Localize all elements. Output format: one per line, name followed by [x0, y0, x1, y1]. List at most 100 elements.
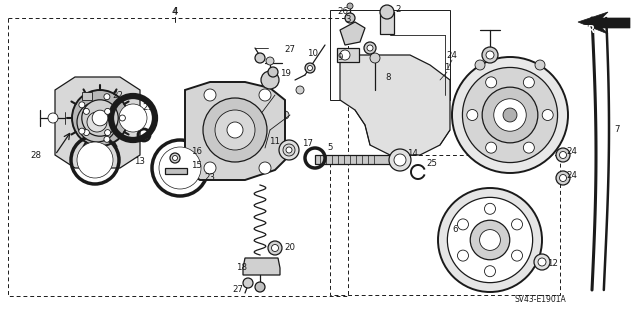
Circle shape	[204, 89, 216, 101]
Polygon shape	[243, 258, 280, 275]
Circle shape	[307, 65, 312, 70]
Text: 10: 10	[307, 48, 319, 57]
Circle shape	[503, 108, 517, 122]
Circle shape	[215, 110, 255, 150]
Circle shape	[394, 154, 406, 166]
Circle shape	[458, 250, 468, 261]
Circle shape	[347, 3, 353, 9]
Circle shape	[203, 98, 267, 162]
Circle shape	[120, 115, 125, 121]
Circle shape	[447, 197, 532, 283]
Circle shape	[475, 60, 485, 70]
Polygon shape	[578, 12, 630, 34]
Circle shape	[535, 60, 545, 70]
Text: 19: 19	[280, 69, 291, 78]
Circle shape	[259, 89, 271, 101]
Circle shape	[340, 50, 350, 60]
Circle shape	[380, 5, 394, 19]
Text: 4: 4	[172, 7, 178, 17]
Text: 11: 11	[269, 137, 280, 146]
Circle shape	[119, 104, 147, 132]
Bar	[330, 10, 450, 100]
Circle shape	[486, 142, 497, 153]
Text: 2: 2	[396, 5, 401, 14]
Circle shape	[243, 278, 253, 288]
Circle shape	[286, 147, 292, 153]
Text: 4: 4	[172, 8, 178, 17]
Circle shape	[389, 149, 411, 171]
Bar	[165, 168, 187, 174]
Circle shape	[83, 108, 90, 115]
Text: 9: 9	[337, 53, 342, 62]
Circle shape	[470, 220, 509, 260]
Circle shape	[227, 122, 243, 138]
Circle shape	[79, 128, 85, 134]
Circle shape	[556, 171, 570, 185]
Circle shape	[77, 102, 117, 142]
Circle shape	[467, 109, 478, 121]
Bar	[380, 12, 394, 34]
Text: 8: 8	[385, 73, 391, 83]
Circle shape	[559, 152, 566, 159]
Circle shape	[538, 258, 546, 266]
Text: 1: 1	[444, 63, 450, 72]
Bar	[330, 155, 560, 295]
Circle shape	[255, 53, 265, 63]
Bar	[315, 155, 395, 164]
Text: 25: 25	[426, 159, 438, 167]
Circle shape	[534, 254, 550, 270]
Circle shape	[482, 47, 498, 63]
Circle shape	[438, 188, 542, 292]
Text: 14: 14	[408, 149, 419, 158]
Circle shape	[170, 153, 180, 163]
Circle shape	[486, 51, 494, 59]
Circle shape	[255, 282, 265, 292]
Polygon shape	[340, 55, 450, 155]
Text: 23: 23	[205, 174, 216, 182]
Circle shape	[104, 130, 111, 136]
Bar	[82, 92, 92, 100]
Text: 21: 21	[143, 102, 154, 112]
Circle shape	[261, 71, 279, 89]
Circle shape	[458, 219, 468, 230]
Circle shape	[259, 162, 271, 174]
Circle shape	[559, 174, 566, 182]
Circle shape	[173, 155, 177, 160]
Text: 24: 24	[447, 50, 458, 60]
Text: 24: 24	[566, 172, 577, 181]
Circle shape	[268, 67, 278, 77]
Circle shape	[524, 77, 534, 88]
Text: 20: 20	[285, 242, 296, 251]
Circle shape	[281, 111, 289, 119]
Circle shape	[87, 112, 107, 132]
Circle shape	[511, 219, 522, 230]
Text: 15: 15	[191, 161, 202, 170]
Circle shape	[83, 130, 90, 136]
Circle shape	[463, 67, 557, 163]
Circle shape	[305, 63, 315, 73]
Text: 7: 7	[614, 125, 620, 135]
Text: 3: 3	[345, 16, 351, 25]
Circle shape	[296, 86, 304, 94]
Circle shape	[494, 99, 526, 131]
Text: 27: 27	[232, 286, 243, 294]
Text: 22: 22	[113, 91, 124, 100]
Circle shape	[452, 57, 568, 173]
Text: 18: 18	[237, 263, 248, 272]
Text: SV43-E1901A: SV43-E1901A	[514, 295, 566, 305]
Circle shape	[271, 244, 278, 251]
Circle shape	[479, 230, 500, 250]
Circle shape	[72, 90, 128, 146]
Bar	[8, 18, 348, 296]
Text: 26: 26	[337, 8, 349, 17]
Text: 28: 28	[31, 151, 42, 160]
Text: 12: 12	[547, 259, 559, 269]
Circle shape	[79, 102, 85, 108]
Circle shape	[266, 57, 274, 65]
Circle shape	[484, 266, 495, 277]
Text: 16: 16	[191, 147, 202, 157]
Circle shape	[77, 142, 113, 178]
Text: 13: 13	[134, 158, 145, 167]
Circle shape	[104, 108, 111, 115]
Circle shape	[524, 142, 534, 153]
